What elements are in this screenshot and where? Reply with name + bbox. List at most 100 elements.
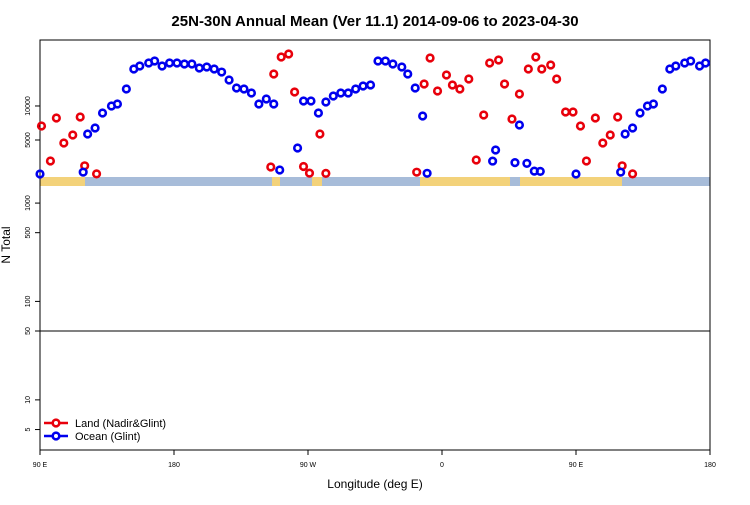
y-tick-label: 5 bbox=[25, 427, 32, 431]
point bbox=[447, 80, 458, 90]
point bbox=[627, 123, 638, 133]
point bbox=[266, 162, 276, 172]
x-tick-label: 90 W bbox=[300, 462, 317, 469]
point bbox=[224, 75, 234, 85]
point bbox=[514, 120, 525, 130]
point bbox=[471, 155, 481, 165]
point bbox=[441, 70, 452, 80]
point bbox=[239, 84, 249, 94]
point bbox=[491, 145, 501, 155]
x-tick-label: 180 bbox=[704, 462, 716, 469]
x-tick-label: 90 E bbox=[33, 462, 48, 469]
point bbox=[269, 99, 279, 109]
point bbox=[78, 167, 88, 177]
point bbox=[51, 113, 61, 123]
point bbox=[531, 52, 541, 62]
point bbox=[590, 113, 600, 123]
y-tick-label: 10000 bbox=[25, 96, 32, 116]
point bbox=[598, 138, 608, 148]
point bbox=[343, 88, 353, 98]
legend-marker bbox=[51, 418, 61, 428]
point bbox=[671, 61, 681, 71]
chart-title: 25N-30N Annual Mean (Ver 11.1) 2014-09-0… bbox=[171, 13, 578, 30]
land-strip bbox=[312, 177, 322, 186]
point bbox=[432, 86, 443, 96]
point bbox=[552, 74, 562, 84]
point bbox=[455, 84, 465, 94]
point bbox=[217, 67, 227, 77]
point bbox=[254, 99, 264, 109]
point bbox=[485, 58, 495, 68]
point bbox=[304, 168, 315, 178]
point bbox=[616, 167, 626, 177]
point bbox=[246, 88, 257, 98]
point bbox=[90, 123, 100, 133]
point bbox=[388, 59, 398, 69]
point bbox=[493, 55, 504, 65]
y-tick-label: 10 bbox=[25, 396, 32, 404]
point bbox=[275, 165, 285, 175]
point bbox=[620, 129, 630, 139]
point bbox=[514, 89, 525, 99]
point bbox=[535, 166, 545, 176]
point bbox=[135, 61, 145, 71]
point bbox=[537, 64, 547, 74]
point bbox=[83, 129, 93, 139]
point bbox=[209, 64, 219, 74]
point bbox=[419, 79, 429, 89]
point bbox=[35, 169, 45, 179]
y-tick-label: 50 bbox=[25, 327, 32, 335]
point bbox=[700, 58, 711, 68]
point bbox=[298, 161, 309, 172]
point bbox=[422, 168, 432, 178]
point bbox=[351, 84, 361, 94]
plot-frame bbox=[39, 39, 711, 451]
point bbox=[523, 64, 533, 74]
point bbox=[464, 74, 474, 84]
point bbox=[686, 56, 696, 66]
point bbox=[568, 107, 578, 117]
y-tick-label: 100 bbox=[25, 295, 32, 307]
ocean-strip bbox=[40, 177, 710, 186]
point bbox=[313, 108, 324, 118]
point bbox=[75, 112, 85, 122]
land-strip bbox=[420, 177, 510, 186]
legend-marker bbox=[51, 431, 61, 441]
point bbox=[306, 96, 316, 106]
y-axis-label: N Total bbox=[0, 226, 13, 263]
point bbox=[627, 169, 638, 179]
point bbox=[479, 110, 489, 120]
point bbox=[112, 99, 123, 109]
point bbox=[657, 84, 667, 94]
point bbox=[648, 99, 659, 109]
point bbox=[121, 84, 131, 94]
point bbox=[36, 121, 47, 131]
point bbox=[581, 156, 592, 166]
point bbox=[261, 94, 271, 104]
point bbox=[292, 143, 303, 153]
x-tick-label: 90 E bbox=[569, 462, 584, 469]
point bbox=[575, 121, 586, 131]
legend-label: Land (Nadir&Glint) bbox=[75, 418, 166, 430]
land-strip bbox=[40, 177, 85, 186]
point bbox=[380, 56, 391, 66]
point bbox=[499, 79, 510, 89]
point bbox=[269, 69, 279, 79]
point bbox=[546, 60, 556, 70]
point bbox=[187, 59, 197, 69]
y-tick-label: 500 bbox=[25, 227, 32, 239]
point bbox=[315, 129, 325, 139]
point bbox=[613, 112, 623, 122]
point bbox=[59, 138, 69, 148]
land-strip bbox=[272, 177, 280, 186]
point bbox=[397, 62, 407, 72]
point bbox=[157, 61, 167, 71]
point bbox=[403, 69, 413, 79]
point bbox=[321, 97, 331, 107]
x-tick-label: 180 bbox=[168, 462, 180, 469]
point bbox=[68, 130, 78, 140]
x-axis-label: Longitude (deg E) bbox=[327, 477, 422, 491]
point bbox=[488, 156, 498, 166]
